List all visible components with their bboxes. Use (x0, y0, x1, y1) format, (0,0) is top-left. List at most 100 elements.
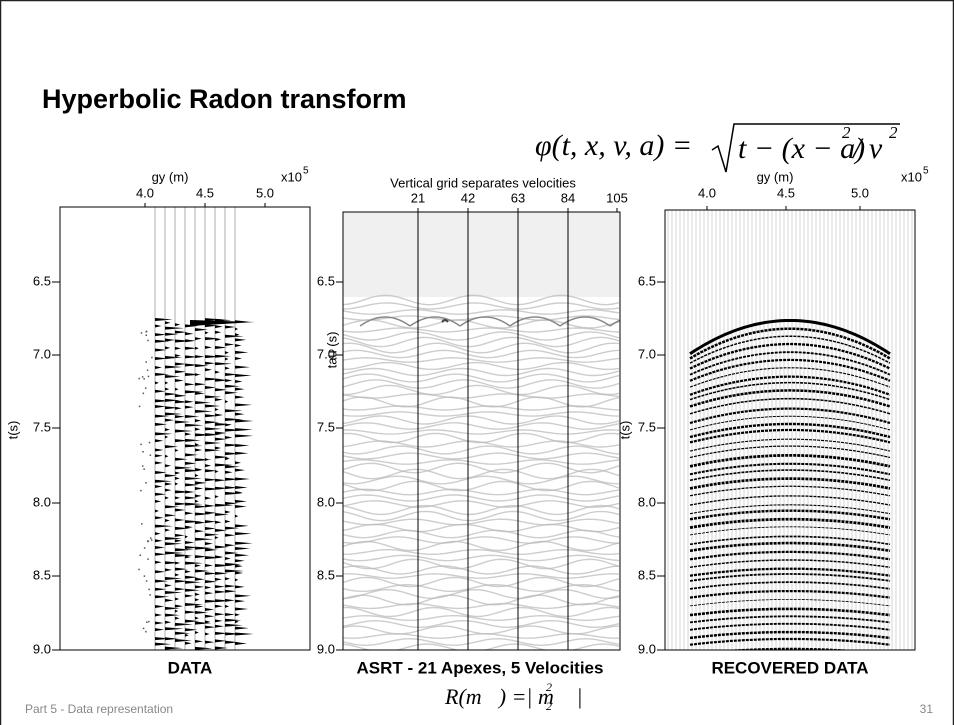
wiggle (185, 363, 200, 367)
formula-lhs: φ(t, x, v, a) = (535, 129, 692, 162)
wiggle (235, 412, 245, 416)
hyperbola (689, 581, 891, 590)
wiggle (225, 423, 231, 427)
wiggle (155, 637, 173, 641)
hyperbola (689, 589, 891, 599)
wiggle (175, 490, 194, 494)
wiggle (205, 318, 224, 322)
wiggle (165, 381, 169, 385)
speckle (151, 356, 153, 359)
wiggle (205, 527, 216, 531)
wiggle (225, 486, 239, 490)
wiggle (195, 427, 201, 431)
x-axis-label: gy (m) (152, 169, 189, 184)
wiggle (185, 525, 193, 529)
wiggle (185, 405, 194, 409)
wiggle (235, 491, 243, 495)
wiggle (235, 541, 253, 545)
wiggle (155, 318, 173, 322)
wiggle (205, 556, 224, 560)
wiggle (155, 595, 170, 599)
wiggle (235, 641, 247, 645)
wiggle (195, 592, 200, 596)
speckle (139, 554, 142, 557)
wiggle (205, 331, 209, 335)
wiggle (225, 470, 233, 474)
wiggle (235, 571, 244, 575)
wiggle (165, 584, 172, 588)
wiggle (235, 434, 254, 438)
wiggle (155, 485, 163, 489)
wiggle (225, 452, 241, 456)
wiggle (175, 526, 191, 530)
wiggle (165, 598, 174, 602)
event (343, 565, 620, 575)
speckle (150, 537, 152, 539)
wiggle (235, 344, 242, 348)
wiggle (175, 415, 185, 419)
wiggle (235, 443, 250, 447)
wiggle (185, 423, 204, 427)
formula-exp1: 2 (842, 123, 851, 142)
wiggle (225, 640, 239, 644)
x-axis-label: Vertical grid separates velocities (390, 175, 576, 190)
wiggle (205, 511, 217, 515)
x-tick-label: 105 (606, 190, 628, 205)
wiggle (215, 520, 222, 524)
hyperbola (689, 559, 891, 569)
wiggle (155, 587, 167, 591)
wiggle (165, 464, 172, 468)
wiggle (175, 400, 190, 404)
plot-frame (342, 211, 621, 651)
wiggle (185, 555, 191, 559)
wiggle (195, 505, 209, 509)
wiggle (225, 533, 236, 537)
hyperbola (689, 415, 891, 431)
wiggle (195, 537, 214, 541)
speckle (149, 594, 151, 596)
wiggle (205, 548, 218, 552)
wiggle (215, 619, 223, 623)
wiggle (195, 494, 202, 498)
event (343, 475, 620, 485)
wiggle (175, 346, 181, 350)
wiggle (175, 457, 188, 461)
event (343, 452, 620, 460)
wiggle (195, 346, 199, 350)
wiggle (165, 646, 183, 650)
speckle (143, 378, 145, 380)
event (343, 637, 620, 647)
wiggle (175, 482, 179, 486)
wiggle (215, 470, 219, 474)
wiggle (205, 469, 218, 473)
x-scale: x10 (281, 169, 302, 184)
wiggle (185, 511, 194, 515)
wiggle (225, 551, 239, 555)
wiggle (235, 504, 247, 508)
background (343, 212, 620, 297)
wiggle (225, 400, 229, 404)
event (343, 554, 620, 562)
hyperbola (689, 526, 891, 536)
wiggle (165, 392, 178, 396)
wiggle (205, 614, 215, 618)
wiggle (225, 418, 244, 422)
wiggle (205, 520, 217, 524)
event (343, 643, 620, 650)
wiggle (195, 443, 199, 447)
event (343, 327, 620, 333)
slide-title: Hyperbolic Radon transform (42, 84, 407, 114)
x-tick-label: 21 (411, 190, 425, 205)
wiggle (195, 448, 203, 452)
wiggle (215, 585, 225, 589)
wiggle (175, 330, 187, 334)
wiggle (235, 419, 254, 423)
x-axis-label: gy (m) (757, 169, 794, 184)
wiggle (225, 569, 244, 573)
wiggle (175, 387, 179, 391)
wiggle (225, 379, 233, 383)
wiggle (215, 478, 227, 482)
wiggle (155, 570, 166, 574)
wiggle (195, 409, 213, 413)
event (343, 625, 620, 635)
